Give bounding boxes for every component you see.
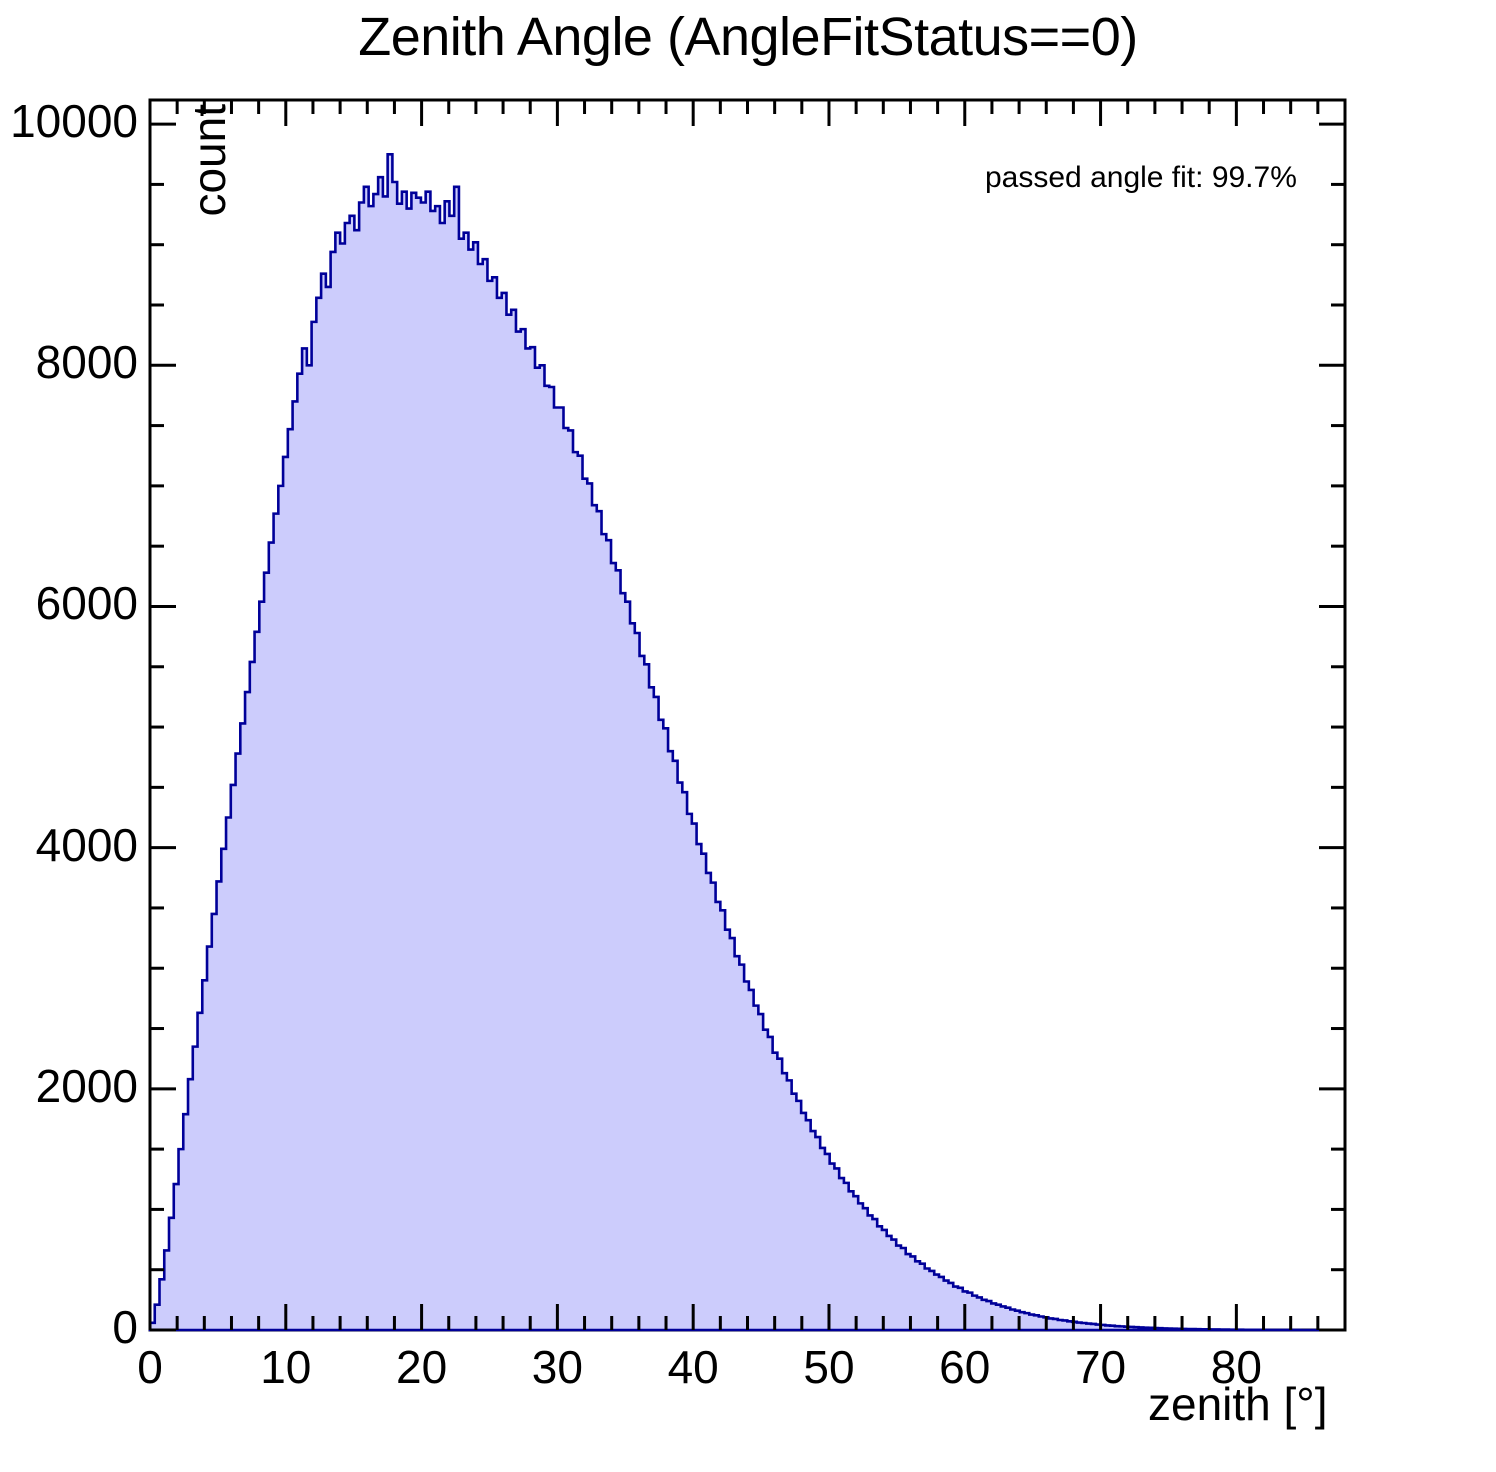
y-axis-ticks <box>150 122 1345 1332</box>
x-tick-label: 40 <box>667 1341 719 1393</box>
page-title: Zenith Angle (AngleFitStatus==0) <box>358 7 1138 67</box>
x-tick-label: 70 <box>1074 1341 1127 1393</box>
y-tick-label: 6000 <box>35 577 138 630</box>
x-tick-label: 0 <box>137 1341 163 1393</box>
x-tick-label: 20 <box>395 1341 448 1393</box>
x-tick-label: 80 <box>1210 1341 1262 1393</box>
y-tick-label: 4000 <box>35 818 138 871</box>
x-tick-label: 50 <box>803 1341 855 1393</box>
x-tick-label: 60 <box>939 1341 991 1393</box>
x-axis-title: zenith [°] <box>1148 1378 1328 1430</box>
x-axis-ticks <box>148 100 1347 1330</box>
histogram-series <box>148 152 1343 1332</box>
y-tick-label: 2000 <box>35 1059 138 1112</box>
x-tick-label: 30 <box>531 1341 583 1393</box>
y-tick-label: 10000 <box>10 95 138 148</box>
y-tick-label: 0 <box>112 1301 138 1353</box>
x-tick-label: 10 <box>260 1341 312 1393</box>
passed-angle-fit-annotation: passed angle fit: 99.7% <box>985 161 1297 194</box>
y-tick-label: 8000 <box>35 336 138 389</box>
